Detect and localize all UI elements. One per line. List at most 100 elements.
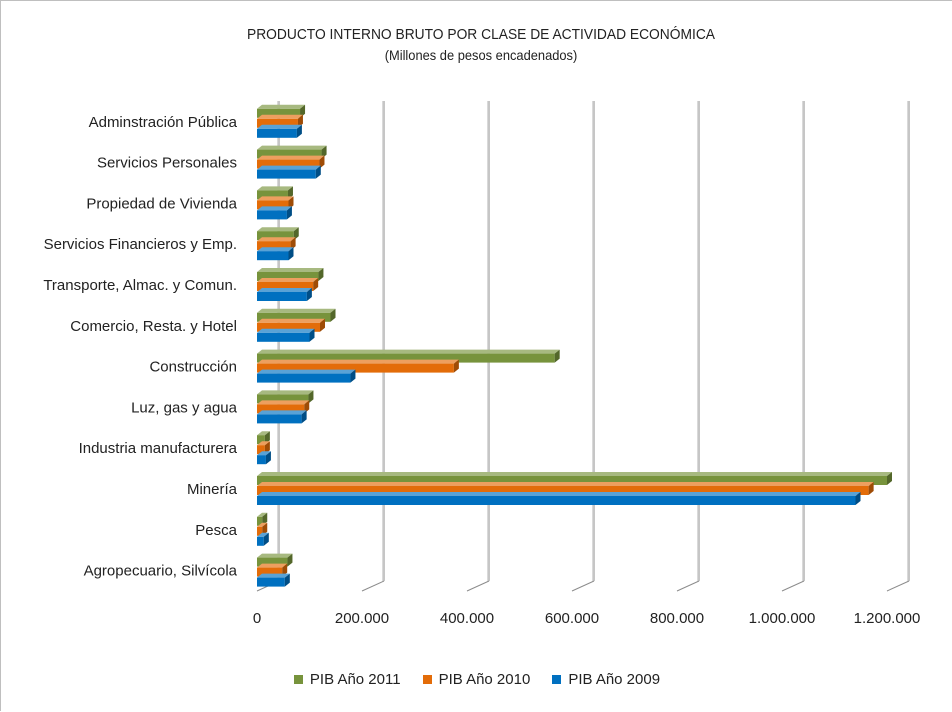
bar-top: [257, 359, 459, 364]
bar-end: [264, 431, 270, 445]
bar: [257, 108, 301, 118]
bar: [257, 128, 297, 138]
bar: [257, 282, 314, 291]
bar-top: [257, 512, 268, 517]
x-tick-label: 200.000: [335, 610, 389, 627]
bar: [257, 516, 263, 526]
bar: [257, 476, 887, 485]
legend-item: PIB Año 2010: [422, 671, 531, 688]
bar-top: [257, 288, 312, 292]
floor-gridline: [676, 580, 700, 592]
bar-top: [257, 237, 296, 242]
bar: [257, 312, 331, 322]
bar: [257, 363, 454, 373]
bar-end: [288, 247, 294, 261]
bar-top: [257, 441, 270, 446]
bar-top: [257, 196, 294, 201]
legend-label: PIB Año 2010: [438, 671, 531, 688]
category-label: Construcción: [149, 359, 237, 376]
bar: [257, 292, 307, 301]
floor-gridline: [886, 580, 910, 592]
bar-end: [306, 288, 312, 301]
bar: [257, 486, 869, 495]
bar: [257, 373, 351, 383]
bar-top: [257, 492, 861, 496]
bar: [257, 557, 288, 567]
bar: [257, 455, 266, 465]
bar-end: [319, 155, 325, 169]
bar-end: [296, 124, 302, 138]
bar-end: [265, 451, 271, 465]
bar-top: [257, 114, 303, 119]
bar-top: [257, 482, 874, 486]
bar-top: [257, 227, 299, 232]
bar: [257, 414, 302, 424]
category-label: Servicios Personales: [97, 155, 237, 172]
x-tick-label: 800.000: [650, 610, 704, 627]
bar-end: [300, 104, 306, 118]
bar: [257, 496, 856, 505]
bar: [257, 200, 289, 210]
bar-top: [257, 318, 325, 323]
bar-top: [257, 278, 319, 282]
bar-top: [257, 451, 271, 456]
bar-top: [257, 522, 268, 527]
bar-end: [293, 227, 299, 241]
bar-end: [297, 114, 303, 128]
bar-end: [304, 400, 310, 414]
bar: [257, 322, 320, 332]
bar: [257, 536, 264, 546]
bar-top: [257, 124, 302, 129]
bar-top: [257, 104, 306, 109]
bar-end: [868, 482, 874, 495]
bar-end: [286, 206, 292, 220]
bar: [257, 353, 555, 363]
floor-gridline: [781, 580, 805, 592]
category-label: Comercio, Resta. y Hotel: [70, 318, 237, 335]
bar-end: [308, 390, 314, 404]
bar-top: [257, 563, 288, 568]
category-label: Servicios Financieros y Emp.: [44, 236, 237, 253]
bar-top: [257, 165, 321, 170]
bar: [257, 251, 289, 261]
bar-end: [321, 145, 327, 159]
bar-end: [288, 196, 294, 210]
legend-item: PIB Año 2009: [552, 671, 660, 688]
bar-top: [257, 472, 892, 476]
bar-end: [453, 359, 459, 373]
bar-end: [320, 318, 325, 332]
bar-top: [257, 328, 315, 333]
bar-top: [257, 573, 290, 578]
bar-top: [257, 410, 307, 415]
bar-end: [262, 522, 268, 536]
floor-gridline: [361, 580, 385, 592]
bar-top: [257, 349, 560, 354]
bar: [257, 526, 263, 536]
bar-top: [257, 308, 336, 313]
bar-end: [318, 268, 324, 281]
bar-end: [315, 165, 321, 179]
bar-end: [262, 512, 268, 526]
bar-top: [257, 390, 314, 395]
bar-top: [257, 400, 310, 405]
bar: [257, 394, 309, 404]
legend-swatch: [552, 675, 562, 684]
chart-subtitle: (Millones de pesos encadenados): [384, 47, 578, 63]
category-label: Transporte, Almac. y Comun.: [43, 277, 237, 294]
bar-end: [350, 369, 356, 383]
bar-end: [554, 349, 560, 363]
bar-end: [855, 492, 861, 505]
bar: [257, 332, 310, 342]
category-label: Minería: [187, 481, 238, 498]
x-tick-label: 1.200.000: [854, 610, 921, 627]
legend: PIB Año 2011 PIB Año 2010 PIB Año 2009: [1, 671, 952, 688]
category-label: Propiedad de Vivienda: [86, 195, 237, 212]
bar: [257, 169, 316, 179]
bar: [257, 404, 305, 414]
bar-end: [309, 328, 315, 342]
bar: [257, 149, 322, 159]
bar-end: [313, 278, 319, 291]
x-tick-label: 600.000: [545, 610, 599, 627]
